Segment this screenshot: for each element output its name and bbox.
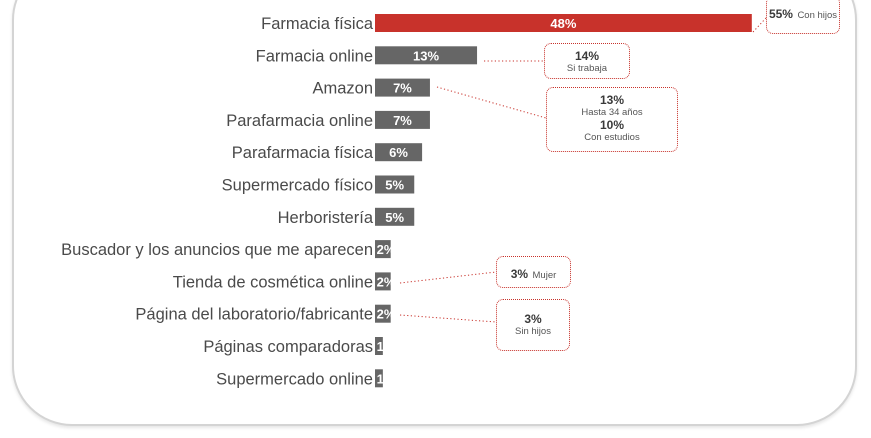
callout-connector xyxy=(752,17,767,33)
bar-value-label: 2% xyxy=(377,307,396,322)
callout-label: Si trabaja xyxy=(566,62,608,74)
bar xyxy=(375,14,752,32)
category-label: Farmacia online xyxy=(256,47,373,65)
category-label: Parafarmacia física xyxy=(232,144,374,162)
callout-edad-estudios: 13% Hasta 34 años 10% Con estudios xyxy=(546,87,678,152)
callout-connector xyxy=(399,271,497,284)
callout-label: Con estudios xyxy=(584,131,640,143)
bar xyxy=(375,78,430,97)
callout-si-trabaja: 14% Si trabaja xyxy=(544,43,630,79)
chart-panel xyxy=(12,0,857,426)
bar-value-label: 5% xyxy=(385,210,404,225)
bar xyxy=(375,175,415,194)
callout-pct: 14% xyxy=(574,49,600,63)
callout-pct: 3% xyxy=(510,267,529,281)
bar xyxy=(375,337,383,355)
category-label: Parafarmacia online xyxy=(226,112,373,130)
bar xyxy=(375,46,478,65)
bar-value-label: 7% xyxy=(393,113,412,128)
bar-value-label: 2% xyxy=(377,242,396,257)
bar xyxy=(375,369,383,388)
category-label: Tienda de cosmética online xyxy=(173,273,373,291)
bar xyxy=(375,110,430,129)
bar-value-label: 48% xyxy=(550,16,576,31)
callout-pct: 3% xyxy=(524,312,542,326)
bar-value-label: 1% xyxy=(377,371,396,386)
bar-value-label: 1% xyxy=(377,339,396,354)
callout-connector xyxy=(399,314,497,323)
callout-connector xyxy=(436,86,547,119)
category-label: Herboristería xyxy=(278,209,374,227)
bar xyxy=(375,143,423,162)
callout-pct: 13% xyxy=(599,93,625,107)
category-label: Páginas comparadoras xyxy=(203,338,373,356)
bar-value-label: 6% xyxy=(389,145,408,160)
bar-value-label: 7% xyxy=(393,81,412,96)
bar-value-label: 2% xyxy=(377,274,396,289)
callout-mujer: 3% Mujer xyxy=(496,256,571,288)
bar xyxy=(375,272,391,291)
bar xyxy=(375,207,415,226)
category-label: Buscador y los anuncios que me aparecen xyxy=(61,241,373,259)
callout-con-hijos: 55% Con hijos xyxy=(766,0,840,34)
category-label: Amazon xyxy=(312,80,373,98)
callout-label: Sin hijos xyxy=(515,325,551,337)
callout-label: Mujer xyxy=(532,270,557,281)
category-label: Farmacia física xyxy=(261,15,374,33)
callout-label: Con hijos xyxy=(797,10,838,21)
callout-sin-hijos: 3% Sin hijos xyxy=(496,299,570,351)
callout-label: Hasta 34 años xyxy=(581,106,643,118)
bar-value-label: 13% xyxy=(413,48,439,63)
callout-pct: 55% xyxy=(768,7,793,21)
bar xyxy=(375,304,391,323)
category-label: Supermercado online xyxy=(216,370,373,388)
category-label: Supermercado físico xyxy=(222,177,373,195)
bar-value-label: 5% xyxy=(385,178,404,193)
bar xyxy=(375,240,391,259)
callout-pct: 10% xyxy=(599,117,625,132)
category-label: Página del laboratorio/fabricante xyxy=(135,306,373,324)
